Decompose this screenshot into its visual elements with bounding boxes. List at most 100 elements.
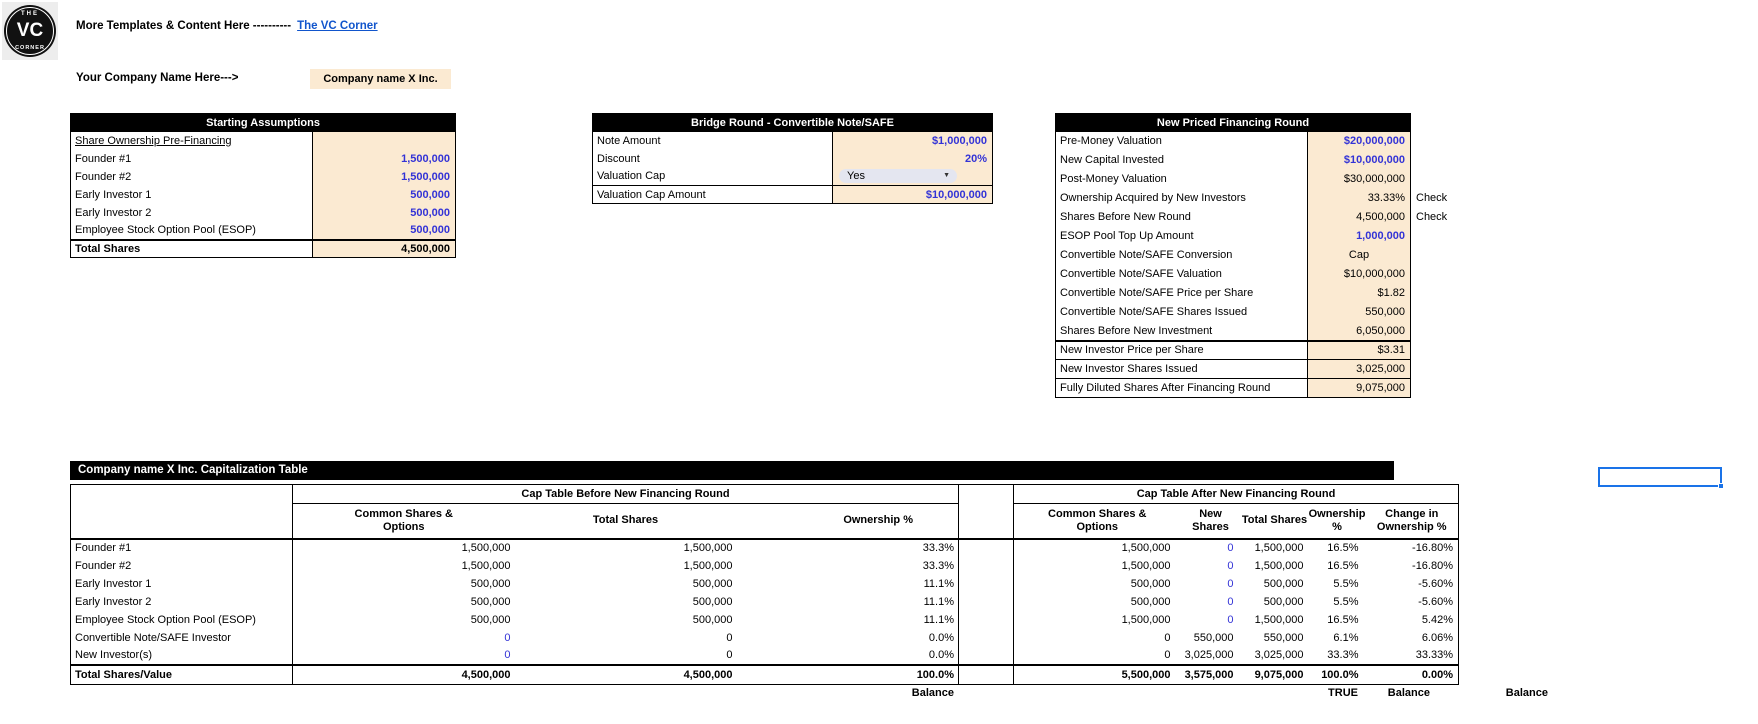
table-row: Early Investor 2 500,000 500,000 11.1% 5… (70, 592, 1459, 611)
bridge-round-table: Bridge Round - Convertible Note/SAFE Not… (592, 113, 993, 204)
new-priced-round-title: New Priced Financing Round (1055, 113, 1411, 132)
new-priced-round-table: New Priced Financing Round Pre-Money Val… (1055, 113, 1411, 398)
section-gap (958, 484, 1014, 540)
total-label: Total Shares (70, 238, 313, 258)
cell: 11.1% (923, 577, 954, 590)
cell: 0.0% (928, 649, 954, 661)
total-value: 4,500,000 (312, 238, 456, 258)
row-value-cell[interactable] (312, 131, 456, 150)
col-header-after-change-ownership: Change in Ownership % (1365, 503, 1459, 540)
cell: 0 (504, 649, 511, 661)
row-label: ESOP Pool Top Up Amount (1055, 226, 1308, 246)
after-balance-flag: Balance (1387, 687, 1430, 699)
table-row: Founder #2 1,500,000 1,500,000 33.3% 1,5… (70, 556, 1459, 575)
row-value-cell: $1.82 (1307, 283, 1411, 303)
company-name-cell[interactable]: Company name X Inc. (310, 69, 451, 89)
table-row: New Capital Invested $10,000,000 (1055, 150, 1411, 170)
section-gap (958, 610, 1014, 629)
cell: 0 (1227, 577, 1234, 590)
row-value-cell[interactable]: $20,000,000 (1307, 131, 1411, 151)
cell: 500,000 (470, 595, 511, 608)
row-value-cell: 9,075,000 (1307, 378, 1411, 398)
row-label: Post-Money Valuation (1055, 169, 1308, 189)
col-header-after-new-shares: New Shares (1180, 503, 1241, 540)
col-header-before-ownership: Ownership % (736, 503, 959, 540)
table-row: New Investor(s) 0 0 0.0% 0 3,025,000 3,0… (70, 646, 1459, 665)
starting-assumptions-table: Starting Assumptions Share Ownership Pre… (70, 113, 457, 258)
row-value-cell[interactable]: 500,000 (312, 221, 456, 240)
cell: 33.3% (922, 559, 954, 572)
dropdown-value: Yes (847, 170, 865, 183)
cell: 1,500,000 (683, 542, 733, 554)
section-gap (958, 628, 1014, 647)
table-row: Post-Money Valuation $30,000,000 (1055, 169, 1411, 189)
row-value-cell[interactable]: $10,000,000 (832, 185, 993, 204)
row-label: Founder #1 (70, 538, 293, 557)
cell: 500,000 (1263, 595, 1304, 608)
row-label: Shares Before New Round (1055, 207, 1308, 227)
cell: 6.1% (1333, 631, 1359, 644)
row-value-cell: $30,000,000 (1307, 169, 1411, 189)
selected-cell-outline[interactable] (1598, 467, 1724, 489)
cell: 0 (1164, 649, 1171, 661)
templates-note-text: More Templates & Content Here ---------- (76, 20, 292, 32)
row-label: Convertible Note/SAFE Conversion (1055, 245, 1308, 265)
after-section-title: Cap Table After New Financing Round (1013, 484, 1459, 504)
row-label: Convertible Note/SAFE Price per Share (1055, 283, 1308, 303)
col-header-after-total-shares: Total Shares (1240, 503, 1309, 540)
cell: 3,575,000 (1180, 663, 1241, 685)
vc-corner-logo: THE VC CORNER (2, 2, 58, 60)
selection-fill-handle[interactable] (1718, 483, 1724, 489)
before-balance-flag: Balance (911, 687, 954, 699)
row-value-cell[interactable]: 20% (832, 149, 993, 168)
company-name-label: Your Company Name Here---> (76, 72, 239, 84)
cell: 500,000 (692, 577, 733, 590)
row-value-cell[interactable]: 1,500,000 (312, 149, 456, 168)
table-row: Shares Before New Investment 6,050,000 (1055, 321, 1411, 341)
row-value-cell[interactable]: 1,500,000 (312, 167, 456, 186)
table-row: Shares Before New Round 4,500,000 (1055, 207, 1411, 227)
cell: 6.06% (1421, 631, 1454, 644)
valuation-cap-dropdown[interactable]: Yes ▼ (839, 169, 957, 184)
col-header-after-common-shares: Common Shares & Options (1013, 503, 1181, 540)
row-value-cell: 4,500,000 (1307, 207, 1411, 227)
cell: 500,000 (1263, 577, 1304, 590)
chevron-down-icon: ▼ (943, 172, 950, 180)
cell: 1,500,000 (683, 559, 733, 572)
section-gap (958, 592, 1014, 611)
section-gap (958, 646, 1014, 665)
row-label: Founder #1 (70, 149, 313, 168)
row-value-cell[interactable]: 1,000,000 (1307, 226, 1411, 246)
row-label: New Investor(s) (70, 646, 293, 665)
cell: 550,000 (1263, 631, 1304, 644)
row-value-cell[interactable]: 500,000 (312, 203, 456, 222)
row-value-cell[interactable]: $10,000,000 (1307, 150, 1411, 170)
cell: 550,000 (1193, 631, 1234, 644)
cell: 11.1% (923, 595, 954, 608)
row-label: Employee Stock Option Pool (ESOP) (70, 610, 293, 629)
row-value-cell[interactable]: 500,000 (312, 185, 456, 204)
row-label: Founder #2 (70, 167, 313, 186)
row-value-cell: $10,000,000 (1307, 264, 1411, 284)
vc-corner-link[interactable]: The VC Corner (297, 20, 378, 32)
total-row: Total Shares/Value 4,500,000 4,500,000 1… (70, 663, 1459, 685)
table-row: Employee Stock Option Pool (ESOP) 500,00… (70, 610, 1459, 629)
cell: 0 (504, 631, 511, 644)
cell: 100.0% (736, 663, 959, 685)
row-value-cell: 6,050,000 (1307, 321, 1411, 341)
cell: 1,500,000 (1254, 613, 1304, 626)
row-value-cell[interactable]: $1,000,000 (832, 131, 993, 150)
table-row: Employee Stock Option Pool (ESOP) 500,00… (70, 221, 456, 240)
col-header-after-ownership: Ownership % (1308, 503, 1366, 540)
vc-corner-logo-badge: THE VC CORNER (4, 5, 56, 57)
check-flag: Check (1416, 192, 1448, 204)
table-row: New Investor Price per Share $3.31 (1055, 339, 1411, 360)
starting-assumptions-title: Starting Assumptions (70, 113, 456, 132)
row-value-cell: $3.31 (1307, 339, 1411, 360)
cell: 0 (1227, 559, 1234, 572)
cell: 0.0% (928, 631, 954, 644)
section-gap (958, 538, 1014, 557)
total-label: Total Shares/Value (70, 663, 293, 685)
cell: -5.60% (1418, 577, 1454, 590)
row-label: Shares Before New Investment (1055, 321, 1308, 341)
